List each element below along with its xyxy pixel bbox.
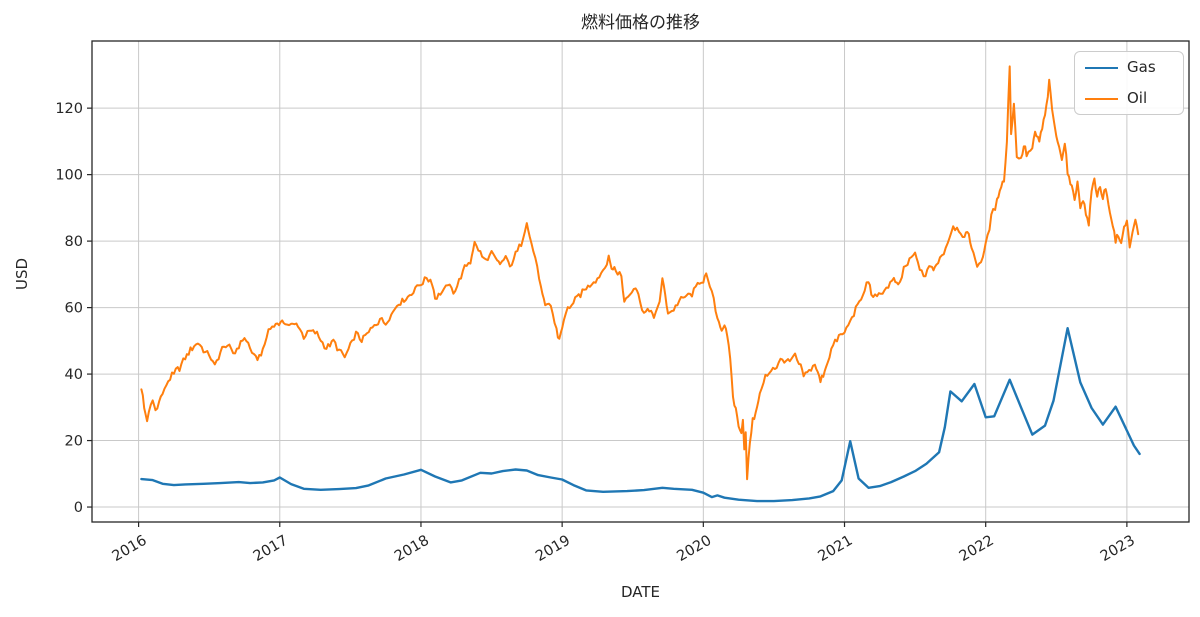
y-tick-label: 100	[55, 168, 83, 184]
y-axis-label: USD	[13, 257, 31, 291]
y-tick-label: 120	[55, 101, 83, 117]
legend-line-sample-oil	[1085, 97, 1118, 100]
legend-label-gas: Gas	[1127, 58, 1156, 76]
plot-border	[91, 40, 1190, 523]
legend-label-oil: Oil	[1127, 89, 1148, 107]
series-line-gas	[140, 327, 1141, 503]
x-tick-label: 2020	[674, 533, 714, 565]
x-tick-label: 2022	[957, 533, 997, 565]
y-tick-label: 40	[65, 367, 83, 383]
x-tick-label: 2019	[533, 533, 573, 565]
legend-line-sample-gas	[1085, 66, 1118, 69]
chart-title: 燃料価格の推移	[581, 13, 700, 33]
x-tick-label: 2017	[251, 533, 291, 565]
x-tick-label: 2016	[110, 533, 150, 565]
y-tick-label: 0	[74, 500, 83, 516]
y-tick-label: 20	[65, 434, 83, 450]
x-tick-label: 2018	[392, 533, 432, 565]
y-tick-label: 60	[65, 301, 83, 317]
legend: Gas Oil	[1074, 51, 1184, 115]
x-tick-label: 2021	[816, 533, 856, 565]
legend-entry-gas: Gas	[1085, 60, 1173, 75]
x-tick-label: 2023	[1098, 533, 1138, 565]
y-tick-label: 80	[65, 234, 83, 250]
legend-entry-oil: Oil	[1085, 91, 1173, 106]
series-line-oil	[140, 65, 1140, 481]
x-axis-label: DATE	[620, 583, 661, 601]
